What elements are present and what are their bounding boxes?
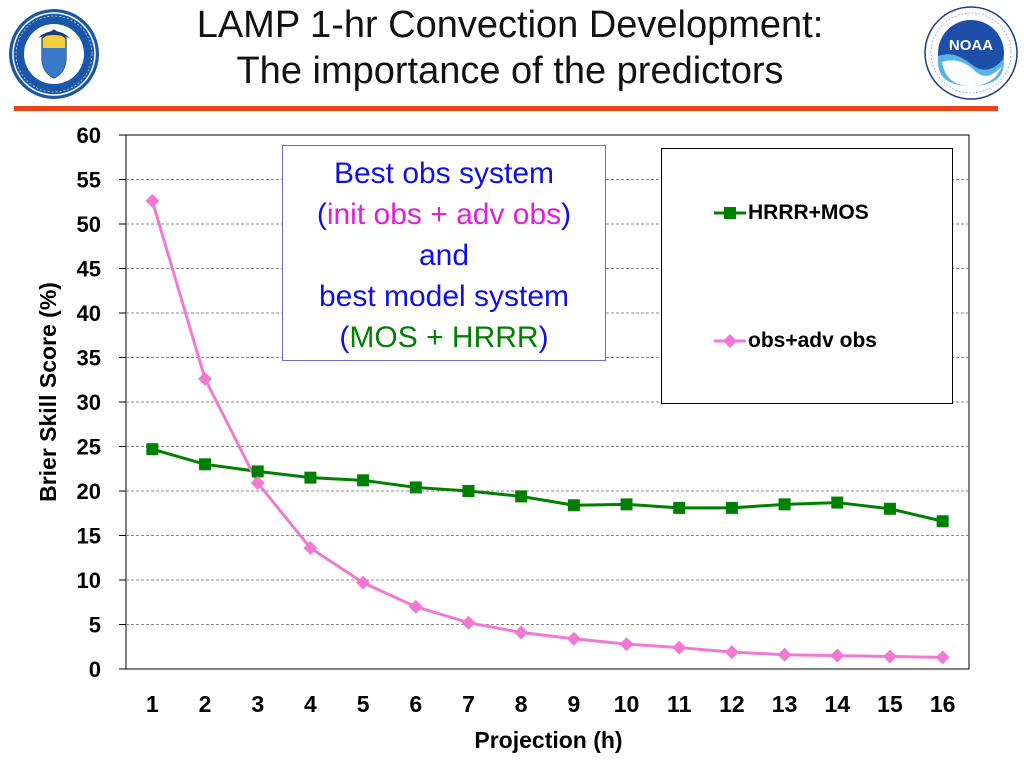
x-tick-label-2: 2 xyxy=(199,691,212,717)
point-obs-adv-2 xyxy=(198,371,213,386)
point-hrrr-mos-8 xyxy=(515,490,528,503)
legend-item-obs-adv: obs+adv obs xyxy=(714,329,877,353)
legend-label-hrrr-mos: HRRR+MOS xyxy=(748,201,869,224)
y-tick-label-5: 5 xyxy=(89,613,101,638)
y-tick-label-25: 25 xyxy=(77,435,101,460)
commerce-seal-logo xyxy=(9,9,99,99)
point-obs-adv-9 xyxy=(566,631,581,646)
point-hrrr-mos-2 xyxy=(199,458,212,471)
y-tick-label-10: 10 xyxy=(77,568,101,593)
point-obs-adv-3 xyxy=(250,475,265,490)
callout-box: Best obs system (init obs + adv obs) and… xyxy=(282,145,606,361)
callout-paren-close: ) xyxy=(561,198,572,231)
x-tick-label-3: 3 xyxy=(251,691,264,717)
x-tick-label-16: 16 xyxy=(930,691,956,717)
chart-legend: HRRR+MOS obs+adv obs xyxy=(661,148,953,404)
x-tick-label-5: 5 xyxy=(357,691,370,717)
x-tick-label-10: 10 xyxy=(614,691,640,717)
point-hrrr-mos-16 xyxy=(936,515,949,528)
x-tick-label-15: 15 xyxy=(877,691,903,717)
y-tick-label-15: 15 xyxy=(77,524,101,549)
callout-line-3: and xyxy=(418,239,470,272)
point-obs-adv-4 xyxy=(303,540,318,555)
x-tick-label-14: 14 xyxy=(824,691,850,717)
x-tick-label-4: 4 xyxy=(304,691,317,717)
x-tick-label-8: 8 xyxy=(515,691,528,717)
y-tick-label-60: 60 xyxy=(77,123,101,148)
point-hrrr-mos-6 xyxy=(409,481,422,494)
point-hrrr-mos-7 xyxy=(462,485,475,497)
y-tick-label-0: 0 xyxy=(89,657,101,682)
legend-swatch-square-icon xyxy=(714,207,746,219)
point-hrrr-mos-14 xyxy=(831,496,844,509)
point-hrrr-mos-10 xyxy=(620,498,633,511)
y-tick-label-40: 40 xyxy=(77,301,101,326)
svg-text:NOAA: NOAA xyxy=(949,37,993,54)
point-hrrr-mos-15 xyxy=(883,502,896,515)
callout-init-adv-obs: init obs + adv obs xyxy=(326,198,562,231)
point-hrrr-mos-13 xyxy=(778,498,791,511)
callout-mos-hrrr: MOS + HRRR xyxy=(349,321,539,354)
x-tick-label-7: 7 xyxy=(462,691,475,717)
y-tick-label-35: 35 xyxy=(77,346,101,371)
y-tick-label-50: 50 xyxy=(77,212,101,237)
series-line-obs-adv xyxy=(150,200,943,659)
y-tick-label-30: 30 xyxy=(77,390,101,415)
callout-paren-open-2: ( xyxy=(339,321,350,354)
callout-line-2: (init obs + adv obs) xyxy=(283,194,605,235)
point-hrrr-mos-4 xyxy=(304,471,317,484)
callout-paren-open: ( xyxy=(316,198,327,231)
point-obs-adv-15 xyxy=(882,649,897,664)
noaa-logo: NOAA xyxy=(924,6,1018,100)
title-line-2: The importance of the predictors xyxy=(236,50,784,92)
y-tick-label-45: 45 xyxy=(77,257,101,282)
point-obs-adv-16 xyxy=(935,650,950,665)
x-tick-label-9: 9 xyxy=(567,691,580,717)
x-tick-label-11: 11 xyxy=(667,691,692,717)
point-obs-adv-6 xyxy=(408,599,423,614)
point-obs-adv-10 xyxy=(619,637,634,652)
legend-swatch-diamond-icon xyxy=(714,334,746,348)
point-obs-adv-11 xyxy=(672,640,687,655)
x-tick-label-6: 6 xyxy=(409,691,422,717)
x-axis-title: Projection (h) xyxy=(474,727,622,753)
point-obs-adv-13 xyxy=(777,647,792,662)
point-obs-adv-8 xyxy=(514,625,529,640)
point-obs-adv-1 xyxy=(145,193,160,208)
point-hrrr-mos-12 xyxy=(725,501,738,514)
title-line-1: LAMP 1-hr Convection Development: xyxy=(196,4,824,46)
legend-item-hrrr-mos: HRRR+MOS xyxy=(714,201,869,225)
callout-paren-close-2: ) xyxy=(538,321,549,354)
callout-line-5: (MOS + HRRR) xyxy=(283,317,605,358)
callout-line-1: Best obs system xyxy=(333,157,555,190)
point-obs-adv-7 xyxy=(461,615,476,630)
callout-line-4: best model system xyxy=(318,280,570,313)
x-tick-label-12: 12 xyxy=(719,691,745,717)
point-hrrr-mos-11 xyxy=(673,501,686,514)
y-tick-label-55: 55 xyxy=(77,168,101,193)
point-obs-adv-5 xyxy=(356,575,371,590)
page-title: LAMP 1-hr Convection Development: The im… xyxy=(120,2,900,94)
y-tick-label-20: 20 xyxy=(77,479,101,504)
series-line-hrrr-mos xyxy=(151,447,944,523)
point-hrrr-mos-9 xyxy=(567,499,580,512)
point-obs-adv-14 xyxy=(830,648,845,663)
point-hrrr-mos-3 xyxy=(251,465,264,478)
x-tick-label-1: 1 xyxy=(146,691,159,717)
legend-label-obs-adv: obs+adv obs xyxy=(748,329,877,352)
point-hrrr-mos-5 xyxy=(357,474,370,487)
point-obs-adv-12 xyxy=(724,645,739,660)
point-hrrr-mos-1 xyxy=(146,443,159,456)
y-axis-title: Brier Skill Score (%) xyxy=(35,282,61,502)
x-tick-label-13: 13 xyxy=(772,691,798,717)
title-underline xyxy=(14,106,998,111)
